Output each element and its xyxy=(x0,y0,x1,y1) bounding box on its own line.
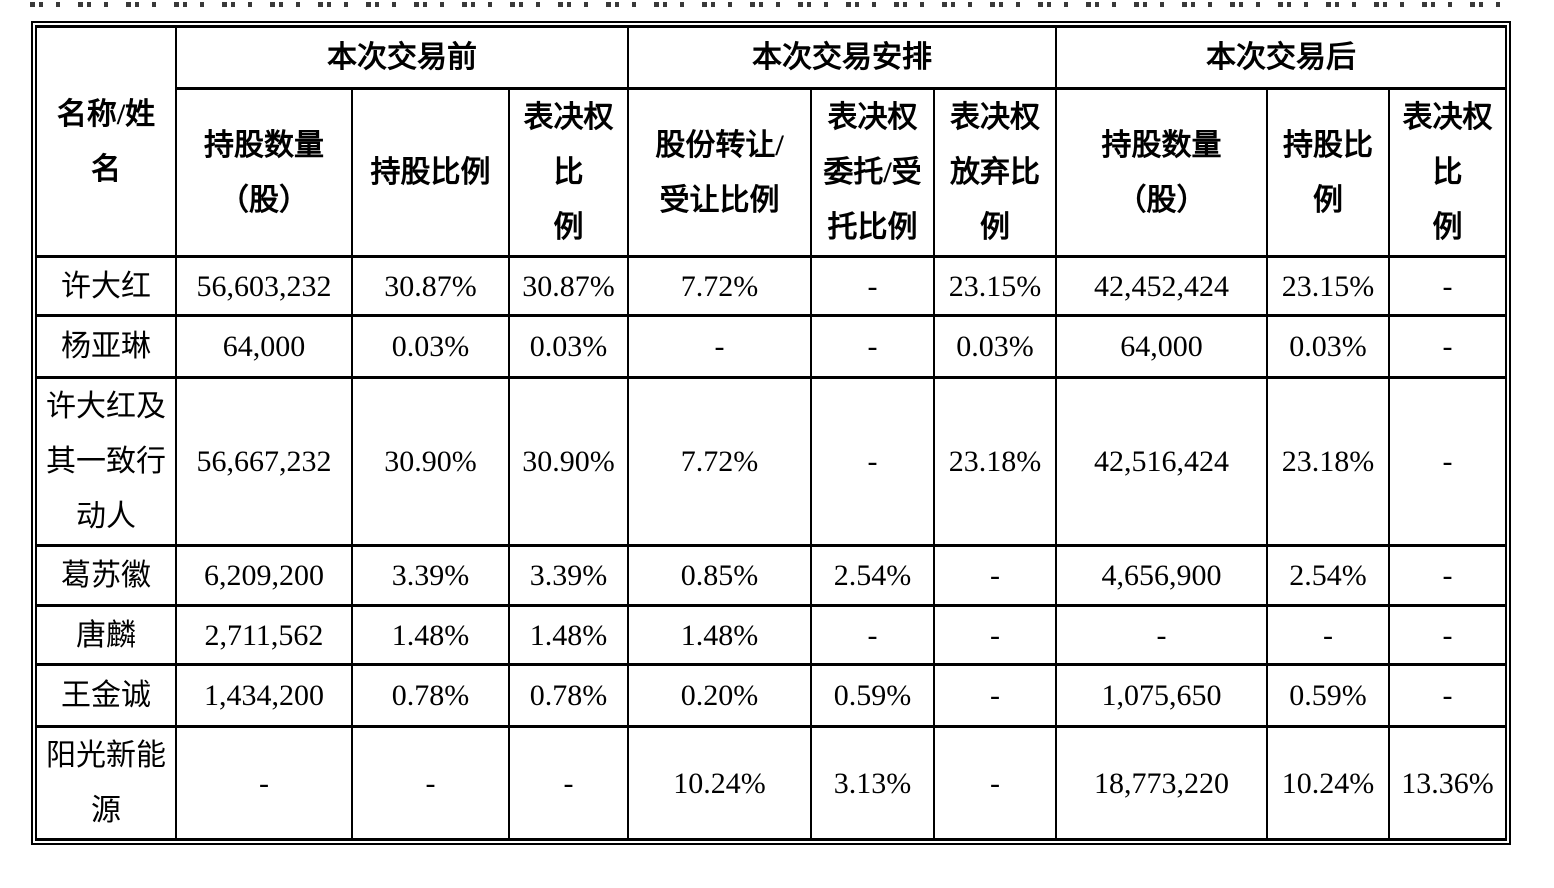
table-cell: 7.72% xyxy=(627,255,812,317)
table-cell: 42,516,424 xyxy=(1055,376,1268,547)
table-cell: 10.24% xyxy=(1266,725,1390,841)
col-header-shares-after: 持股数量 （股） xyxy=(1055,87,1268,258)
row-name-cell: 王金诚 xyxy=(35,663,177,728)
table-cell: 42,452,424 xyxy=(1055,255,1268,317)
table-cell: 64,000 xyxy=(175,314,353,379)
clipped-text-fragments xyxy=(30,2,1508,7)
table-cell: 1.48% xyxy=(627,604,812,666)
col-header-voting-before: 表决权比 例 xyxy=(508,87,629,258)
table-cell: 0.03% xyxy=(351,314,510,379)
table-cell: - xyxy=(810,314,935,379)
table-cell: 30.87% xyxy=(351,255,510,317)
table-cell: 1.48% xyxy=(351,604,510,666)
table-row: 葛苏徽 6,209,200 3.39% 3.39% 0.85% 2.54% - … xyxy=(35,544,1507,607)
table-cell: 2.54% xyxy=(810,544,935,607)
row-name-cell: 葛苏徽 xyxy=(35,544,177,607)
table-row: 许大红及 其一致行 动人 56,667,232 30.90% 30.90% 7.… xyxy=(35,376,1507,547)
table-cell: 3.13% xyxy=(810,725,935,841)
table-cell: 0.03% xyxy=(1266,314,1390,379)
table-cell: - xyxy=(508,725,629,841)
table-cell: 0.59% xyxy=(1266,663,1390,728)
table-cell: - xyxy=(175,725,353,841)
table-cell: - xyxy=(933,725,1057,841)
table-cell: 23.15% xyxy=(933,255,1057,317)
table-cell: - xyxy=(810,376,935,547)
table-cell: 1,075,650 xyxy=(1055,663,1268,728)
table-cell: 3.39% xyxy=(508,544,629,607)
table-cell: - xyxy=(1388,663,1507,728)
table-cell: - xyxy=(1388,376,1507,547)
table-cell: 0.78% xyxy=(351,663,510,728)
table-cell: 18,773,220 xyxy=(1055,725,1268,841)
table-row: 唐麟 2,711,562 1.48% 1.48% 1.48% - - - - - xyxy=(35,604,1507,666)
col-header-voting-entrust: 表决权 委托/受 托比例 xyxy=(810,87,935,258)
row-name-cell: 唐麟 xyxy=(35,604,177,666)
col-header-voting-after: 表决权比 例 xyxy=(1388,87,1507,258)
table-cell: 23.18% xyxy=(933,376,1057,547)
col-header-transfer-ratio: 股份转让/ 受让比例 xyxy=(627,87,812,258)
table-cell: 56,603,232 xyxy=(175,255,353,317)
col-header-voting-waiver: 表决权 放弃比 例 xyxy=(933,87,1057,258)
table-cell: - xyxy=(1388,255,1507,317)
row-name-cell: 许大红 xyxy=(35,255,177,317)
table-row: 阳光新能 源 - - - 10.24% 3.13% - 18,773,220 1… xyxy=(35,725,1507,841)
group-header-before: 本次交易前 xyxy=(175,25,629,90)
table-cell: 0.20% xyxy=(627,663,812,728)
table-cell: 56,667,232 xyxy=(175,376,353,547)
table-cell: - xyxy=(810,604,935,666)
col-header-ratio-before: 持股比例 xyxy=(351,87,510,258)
table-cell: 0.85% xyxy=(627,544,812,607)
table-cell: - xyxy=(810,255,935,317)
table-row: 许大红 56,603,232 30.87% 30.87% 7.72% - 23.… xyxy=(35,255,1507,317)
table-cell: 10.24% xyxy=(627,725,812,841)
table-row: 杨亚琳 64,000 0.03% 0.03% - - 0.03% 64,000 … xyxy=(35,314,1507,379)
table-cell: 3.39% xyxy=(351,544,510,607)
group-header-after: 本次交易后 xyxy=(1055,25,1507,90)
table-cell: - xyxy=(1388,604,1507,666)
col-header-shares-before: 持股数量 （股） xyxy=(175,87,353,258)
table-cell: 6,209,200 xyxy=(175,544,353,607)
row-name-cell: 阳光新能 源 xyxy=(35,725,177,841)
table-cell: 30.87% xyxy=(508,255,629,317)
table-cell: - xyxy=(627,314,812,379)
table-cell: 0.59% xyxy=(810,663,935,728)
table-cell: - xyxy=(1055,604,1268,666)
sub-header-row: 持股数量 （股） 持股比例 表决权比 例 股份转让/ 受让比例 表决权 委托/受… xyxy=(36,87,1507,258)
table-cell: - xyxy=(933,604,1057,666)
table-cell: 2,711,562 xyxy=(175,604,353,666)
table-cell: 64,000 xyxy=(1055,314,1268,379)
table-cell: 0.78% xyxy=(508,663,629,728)
table-cell: 1,434,200 xyxy=(175,663,353,728)
table-cell: 0.03% xyxy=(508,314,629,379)
group-header-arrangement: 本次交易安排 xyxy=(627,25,1057,90)
table-cell: 1.48% xyxy=(508,604,629,666)
table-cell: - xyxy=(933,663,1057,728)
table-cell: 23.15% xyxy=(1266,255,1390,317)
table-cell: 30.90% xyxy=(351,376,510,547)
shareholding-table: 名称/姓 名 本次交易前 本次交易安排 本次交易后 持股数量 （股） 持股比例 … xyxy=(35,25,1507,841)
corner-header-cell: 名称/姓 名 xyxy=(35,25,177,258)
table-cell: 23.18% xyxy=(1266,376,1390,547)
table-cell: 0.03% xyxy=(933,314,1057,379)
shareholding-table-border: 名称/姓 名 本次交易前 本次交易安排 本次交易后 持股数量 （股） 持股比例 … xyxy=(31,21,1511,845)
table-cell: - xyxy=(351,725,510,841)
col-header-ratio-after: 持股比 例 xyxy=(1266,87,1390,258)
table-cell: 7.72% xyxy=(627,376,812,547)
row-name-cell: 许大红及 其一致行 动人 xyxy=(35,376,177,547)
table-cell: 2.54% xyxy=(1266,544,1390,607)
row-name-cell: 杨亚琳 xyxy=(35,314,177,379)
table-cell: 4,656,900 xyxy=(1055,544,1268,607)
table-cell: - xyxy=(1266,604,1390,666)
table-cell: 13.36% xyxy=(1388,725,1507,841)
table-cell: - xyxy=(1388,314,1507,379)
table-cell: - xyxy=(1388,544,1507,607)
table-cell: - xyxy=(933,544,1057,607)
table-cell: 30.90% xyxy=(508,376,629,547)
table-row: 王金诚 1,434,200 0.78% 0.78% 0.20% 0.59% - … xyxy=(35,663,1507,728)
group-header-row: 名称/姓 名 本次交易前 本次交易安排 本次交易后 xyxy=(35,25,1507,258)
